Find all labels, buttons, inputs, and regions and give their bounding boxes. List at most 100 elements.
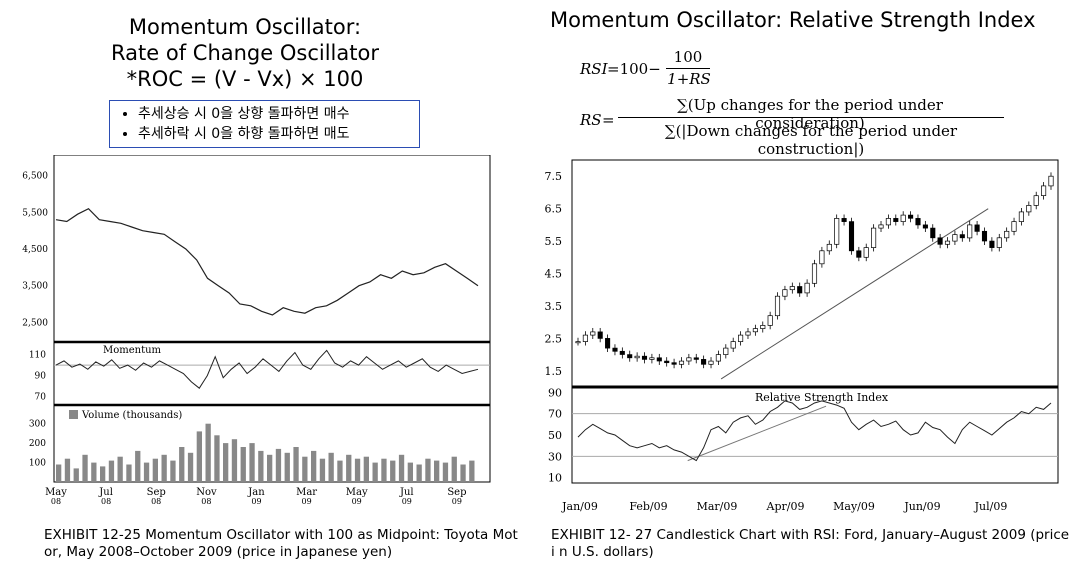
candle xyxy=(863,243,869,262)
candle xyxy=(826,240,832,255)
candle xyxy=(693,353,699,364)
ford-price-tick-label: 4.5 xyxy=(545,268,563,281)
ford-x-tick-label: May/09 xyxy=(833,500,875,513)
volume-bar xyxy=(231,439,238,482)
ford-price-tick-label: 2.5 xyxy=(545,332,563,345)
volume-bar xyxy=(381,458,387,482)
rsi-panel-label: Relative Strength Index xyxy=(755,391,889,404)
volume-bar xyxy=(267,454,273,482)
candle xyxy=(1004,227,1010,242)
candle xyxy=(760,321,766,333)
candle xyxy=(944,237,951,249)
volume-legend-swatch xyxy=(69,410,78,419)
ford-x-tick-label: Apr/09 xyxy=(766,500,805,513)
ford-x-tick-label: Jan/09 xyxy=(561,500,598,513)
rsi-formula: RSI =100− 100 1+RS xyxy=(580,48,780,88)
volume-tick-label: 300 xyxy=(29,420,46,430)
volume-bar xyxy=(82,454,88,482)
x-tick-label: Sep 08 xyxy=(147,487,166,505)
x-tick-label: Mar 09 xyxy=(296,487,317,505)
rsi-series xyxy=(577,400,1052,462)
ford-trendline xyxy=(720,208,989,380)
candle xyxy=(893,214,899,226)
candle xyxy=(856,246,862,262)
volume-bar xyxy=(363,456,369,482)
left-title-line1: Momentum Oscillator: xyxy=(128,15,362,39)
volume-bar xyxy=(100,466,106,482)
candle xyxy=(627,350,633,362)
volume-bar xyxy=(372,462,378,482)
x-tick-label: Nov 08 xyxy=(196,487,217,505)
candle xyxy=(974,220,980,236)
candle xyxy=(959,230,965,242)
ford-price-panel: 7.5 6.5 5.5 4.5 3.5 2.5 1.5 xyxy=(545,159,1059,388)
candle xyxy=(641,352,648,364)
candle xyxy=(634,352,640,362)
momentum-tick-label: 70 xyxy=(35,393,47,403)
volume-bar xyxy=(416,464,422,482)
toyota-price-panel: 6,500 5,500 4,500 3,500 2,500 xyxy=(22,155,491,343)
candle xyxy=(597,327,603,343)
rsi-tick-label: 30 xyxy=(548,450,562,463)
volume-bar xyxy=(469,460,475,482)
volume-bar xyxy=(451,456,457,482)
volume-bar xyxy=(56,464,62,482)
ford-price-tick-label: 6.5 xyxy=(545,203,563,216)
volume-bar xyxy=(275,448,282,482)
candle xyxy=(900,211,906,226)
rs-formula-den: ∑(|Down changes for the period under con… xyxy=(664,122,958,158)
rs-formula-lhs: RS xyxy=(580,111,602,129)
volume-bar xyxy=(249,443,255,482)
volume-bar xyxy=(240,447,246,482)
candle xyxy=(922,220,928,232)
candle xyxy=(908,211,914,223)
volume-bar xyxy=(460,464,466,482)
candle xyxy=(930,224,936,242)
candle xyxy=(1018,207,1024,226)
price-tick-label: 6,500 xyxy=(22,172,48,182)
rsi-formula-den: 1+RS xyxy=(667,70,711,88)
volume-bar xyxy=(319,458,326,482)
candle xyxy=(797,282,803,297)
price-tick-label: 3,500 xyxy=(22,282,48,292)
ford-x-tick-label: Jun/09 xyxy=(903,500,940,513)
candle xyxy=(619,347,625,359)
candle xyxy=(848,217,855,255)
volume-bar xyxy=(407,462,413,482)
candle xyxy=(981,227,988,245)
ford-rsi-panel: Relative Strength Index 90 70 50 30 10 xyxy=(548,386,1059,485)
candle xyxy=(885,214,891,229)
volume-bar xyxy=(258,450,264,482)
ford-price-tick-label: 5.5 xyxy=(545,235,563,248)
volume-bar xyxy=(214,435,220,482)
ford-x-tick-label: Feb/09 xyxy=(629,500,667,513)
x-tick-label: Jan 09 xyxy=(247,487,265,505)
left-caption: EXHIBIT 12-25 Momentum Oscillator with 1… xyxy=(44,527,518,560)
volume-label: Volume (thousands) xyxy=(81,410,182,421)
volume-bar xyxy=(143,462,150,482)
volume-bar xyxy=(223,443,229,482)
candle xyxy=(575,337,581,346)
rsi-tick-label: 50 xyxy=(548,429,562,442)
candle xyxy=(656,353,662,365)
candle xyxy=(1011,217,1017,236)
candle xyxy=(878,220,884,232)
candle xyxy=(937,233,943,249)
candle xyxy=(738,331,744,346)
candle xyxy=(612,344,618,356)
volume-bar xyxy=(284,452,290,482)
rsi-formula-lhs: RSI xyxy=(580,60,608,78)
candle xyxy=(671,358,677,369)
candle xyxy=(1026,201,1032,216)
x-tick-label: Sep 09 xyxy=(447,487,466,505)
volume-bar xyxy=(64,458,71,482)
rsi-tick-label: 90 xyxy=(548,386,562,399)
candle xyxy=(767,311,773,330)
volume-bar xyxy=(311,450,317,482)
volume-bar xyxy=(434,460,440,482)
ford-price-tick-label: 1.5 xyxy=(545,365,563,378)
volume-tick-label: 200 xyxy=(29,439,46,449)
rsi-trendline xyxy=(687,405,827,462)
ford-chart: 7.5 6.5 5.5 4.5 3.5 2.5 1.5 Relative Strength … xyxy=(545,159,1059,513)
toyota-volume-panel: Volume (thousands) 300 200 100 xyxy=(29,404,491,483)
